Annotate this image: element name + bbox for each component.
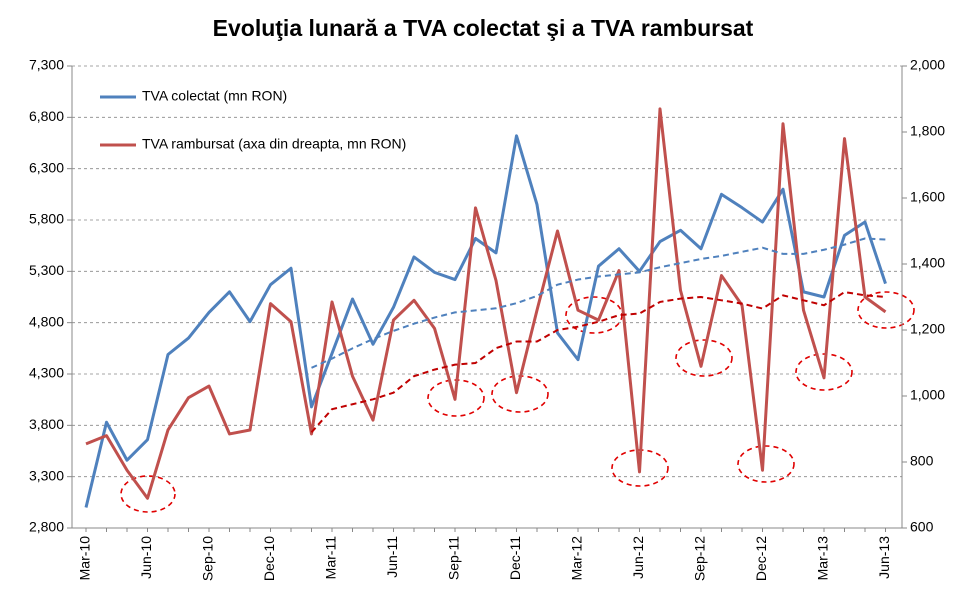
y-tick-label: 6,800 [29, 108, 64, 124]
y2-tick-label: 800 [910, 453, 934, 469]
x-tick-label: Sep-12 [692, 536, 708, 581]
y-tick-label: 3,300 [29, 467, 64, 483]
x-tick-label: Mar-12 [569, 536, 585, 581]
x-tick-label: Mar-10 [77, 536, 93, 581]
y-tick-label: 3,800 [29, 416, 64, 432]
series-line [310, 291, 886, 433]
x-tick-label: Jun-13 [876, 536, 892, 579]
highlight-circle [120, 475, 176, 513]
y-tick-label: 6,300 [29, 159, 64, 175]
highlight-circle [857, 291, 915, 329]
x-tick-label: Mar-11 [323, 536, 339, 580]
x-tick-label: Sep-10 [200, 536, 216, 581]
chart-title: Evoluţia lunară a TVA colectat şi a TVA … [213, 15, 754, 41]
y2-tick-label: 1,200 [910, 321, 945, 337]
series-line [84, 134, 887, 508]
x-tick-label: Dec-10 [261, 536, 277, 581]
highlight-circle [675, 339, 733, 377]
legend-label: TVA colectat (mn RON) [142, 88, 287, 104]
highlight-circle [737, 445, 795, 483]
y2-tick-label: 2,000 [910, 57, 945, 73]
y-tick-label: 5,800 [29, 211, 64, 227]
x-tick-label: Dec-12 [753, 536, 769, 581]
x-tick-label: Mar-13 [815, 536, 831, 581]
y2-tick-label: 1,000 [910, 387, 945, 403]
y2-tick-label: 600 [910, 519, 934, 535]
highlight-circle [795, 353, 853, 391]
series-line [85, 107, 887, 500]
x-tick-label: Jun-10 [138, 536, 154, 579]
x-tick-label: Dec-11 [507, 536, 523, 580]
highlight-circles [120, 291, 915, 513]
y-tick-label: 2,800 [29, 519, 64, 535]
x-tick-label: Sep-11 [446, 536, 462, 580]
y2-tick-label: 1,600 [910, 189, 945, 205]
series-line [311, 237, 886, 369]
y2-tick-label: 1,400 [910, 255, 945, 271]
x-tick-label: Jun-11 [384, 536, 400, 578]
y2-tick-label: 1,800 [910, 123, 945, 139]
grid [72, 65, 902, 529]
y-tick-label: 4,800 [29, 313, 64, 329]
legend-label: TVA rambursat (axa din dreapta, mn RON) [142, 136, 406, 152]
y-tick-label: 5,300 [29, 262, 64, 278]
y-tick-label: 7,300 [29, 57, 64, 73]
x-tick-label: Jun-12 [630, 536, 646, 579]
y-tick-label: 4,300 [29, 365, 64, 381]
